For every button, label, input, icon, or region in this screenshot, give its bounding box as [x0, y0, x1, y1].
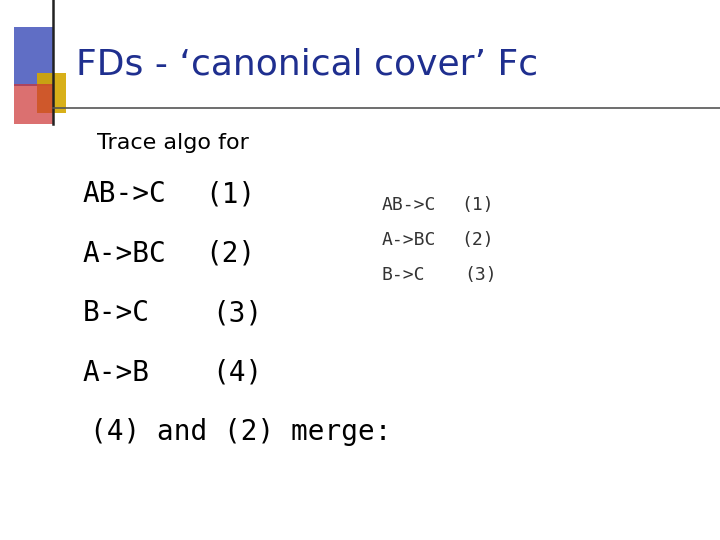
Text: A->B: A->B	[83, 359, 150, 387]
Bar	[14, 84, 54, 124]
Text: B->C: B->C	[382, 266, 425, 285]
Text: (4): (4)	[212, 359, 263, 387]
Text: (1): (1)	[205, 180, 256, 208]
Bar	[37, 73, 66, 113]
Text: (3): (3)	[212, 299, 263, 327]
Text: A->BC: A->BC	[382, 231, 436, 249]
Text: (1): (1)	[461, 196, 493, 214]
Text: (4) and (2) merge:: (4) and (2) merge:	[90, 418, 392, 446]
Text: (2): (2)	[461, 231, 493, 249]
Bar	[14, 27, 54, 86]
Text: FDs - ‘canonical cover’ Fc: FDs - ‘canonical cover’ Fc	[76, 48, 538, 82]
Text: B->C: B->C	[83, 299, 150, 327]
Text: (3): (3)	[464, 266, 497, 285]
Text: (2): (2)	[205, 240, 256, 268]
Text: AB->C: AB->C	[382, 196, 436, 214]
Text: AB->C: AB->C	[83, 180, 166, 208]
Text: Trace algo for: Trace algo for	[97, 133, 249, 153]
Text: A->BC: A->BC	[83, 240, 166, 268]
